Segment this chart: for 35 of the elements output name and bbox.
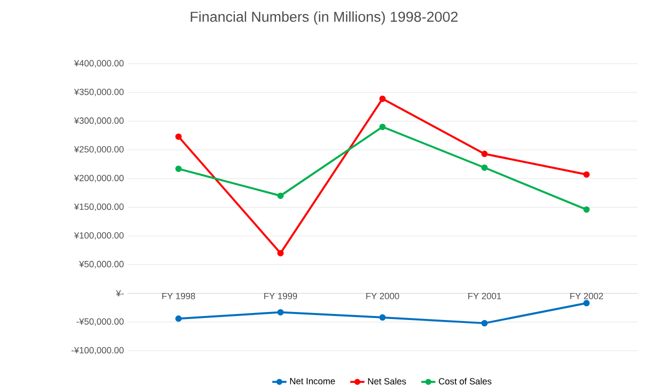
x-tick-label: FY 1999 — [264, 292, 298, 300]
point — [583, 171, 590, 178]
point — [175, 166, 182, 172]
point — [481, 320, 488, 326]
point — [277, 192, 284, 200]
y-tick-label: ¥400,000.00 — [74, 60, 124, 68]
legend-label: Cost of Sales — [438, 378, 492, 385]
point — [175, 315, 182, 322]
point — [379, 124, 386, 130]
y-tick-label: -¥50,000.00 — [76, 318, 124, 326]
point — [379, 314, 386, 321]
y-tick-label: ¥200,000.00 — [74, 174, 124, 182]
y-tick-label: ¥350,000.00 — [74, 88, 124, 96]
point — [481, 150, 488, 158]
y-tick-label: ¥250,000.00 — [74, 146, 124, 154]
y-tick-label: ¥50,000.00 — [79, 260, 124, 268]
point — [175, 134, 182, 140]
y-tick-label: ¥300,000.00 — [74, 117, 124, 125]
point — [583, 300, 590, 306]
point — [583, 206, 590, 213]
y-tick-label: ¥150,000.00 — [74, 204, 124, 211]
y-tick-label: ¥100,000.00 — [74, 232, 124, 240]
x-tick-label: FY 2002 — [570, 292, 603, 300]
chart-title: Financial Numbers (in Millions) 1998-2002 — [190, 11, 458, 25]
y-tick-label: ¥- — [116, 290, 124, 296]
legend-label: Net Income — [290, 378, 335, 384]
point — [481, 164, 488, 171]
x-tick-label: FY 2000 — [366, 292, 400, 300]
point — [277, 250, 284, 256]
y-tick-label: -¥100,000.00 — [72, 347, 124, 354]
x-tick-label: FY 2001 — [468, 292, 502, 300]
point — [379, 96, 386, 102]
legend-label: Net Sales — [368, 378, 406, 385]
point — [277, 309, 284, 316]
x-tick-label: FY 1998 — [162, 292, 196, 300]
